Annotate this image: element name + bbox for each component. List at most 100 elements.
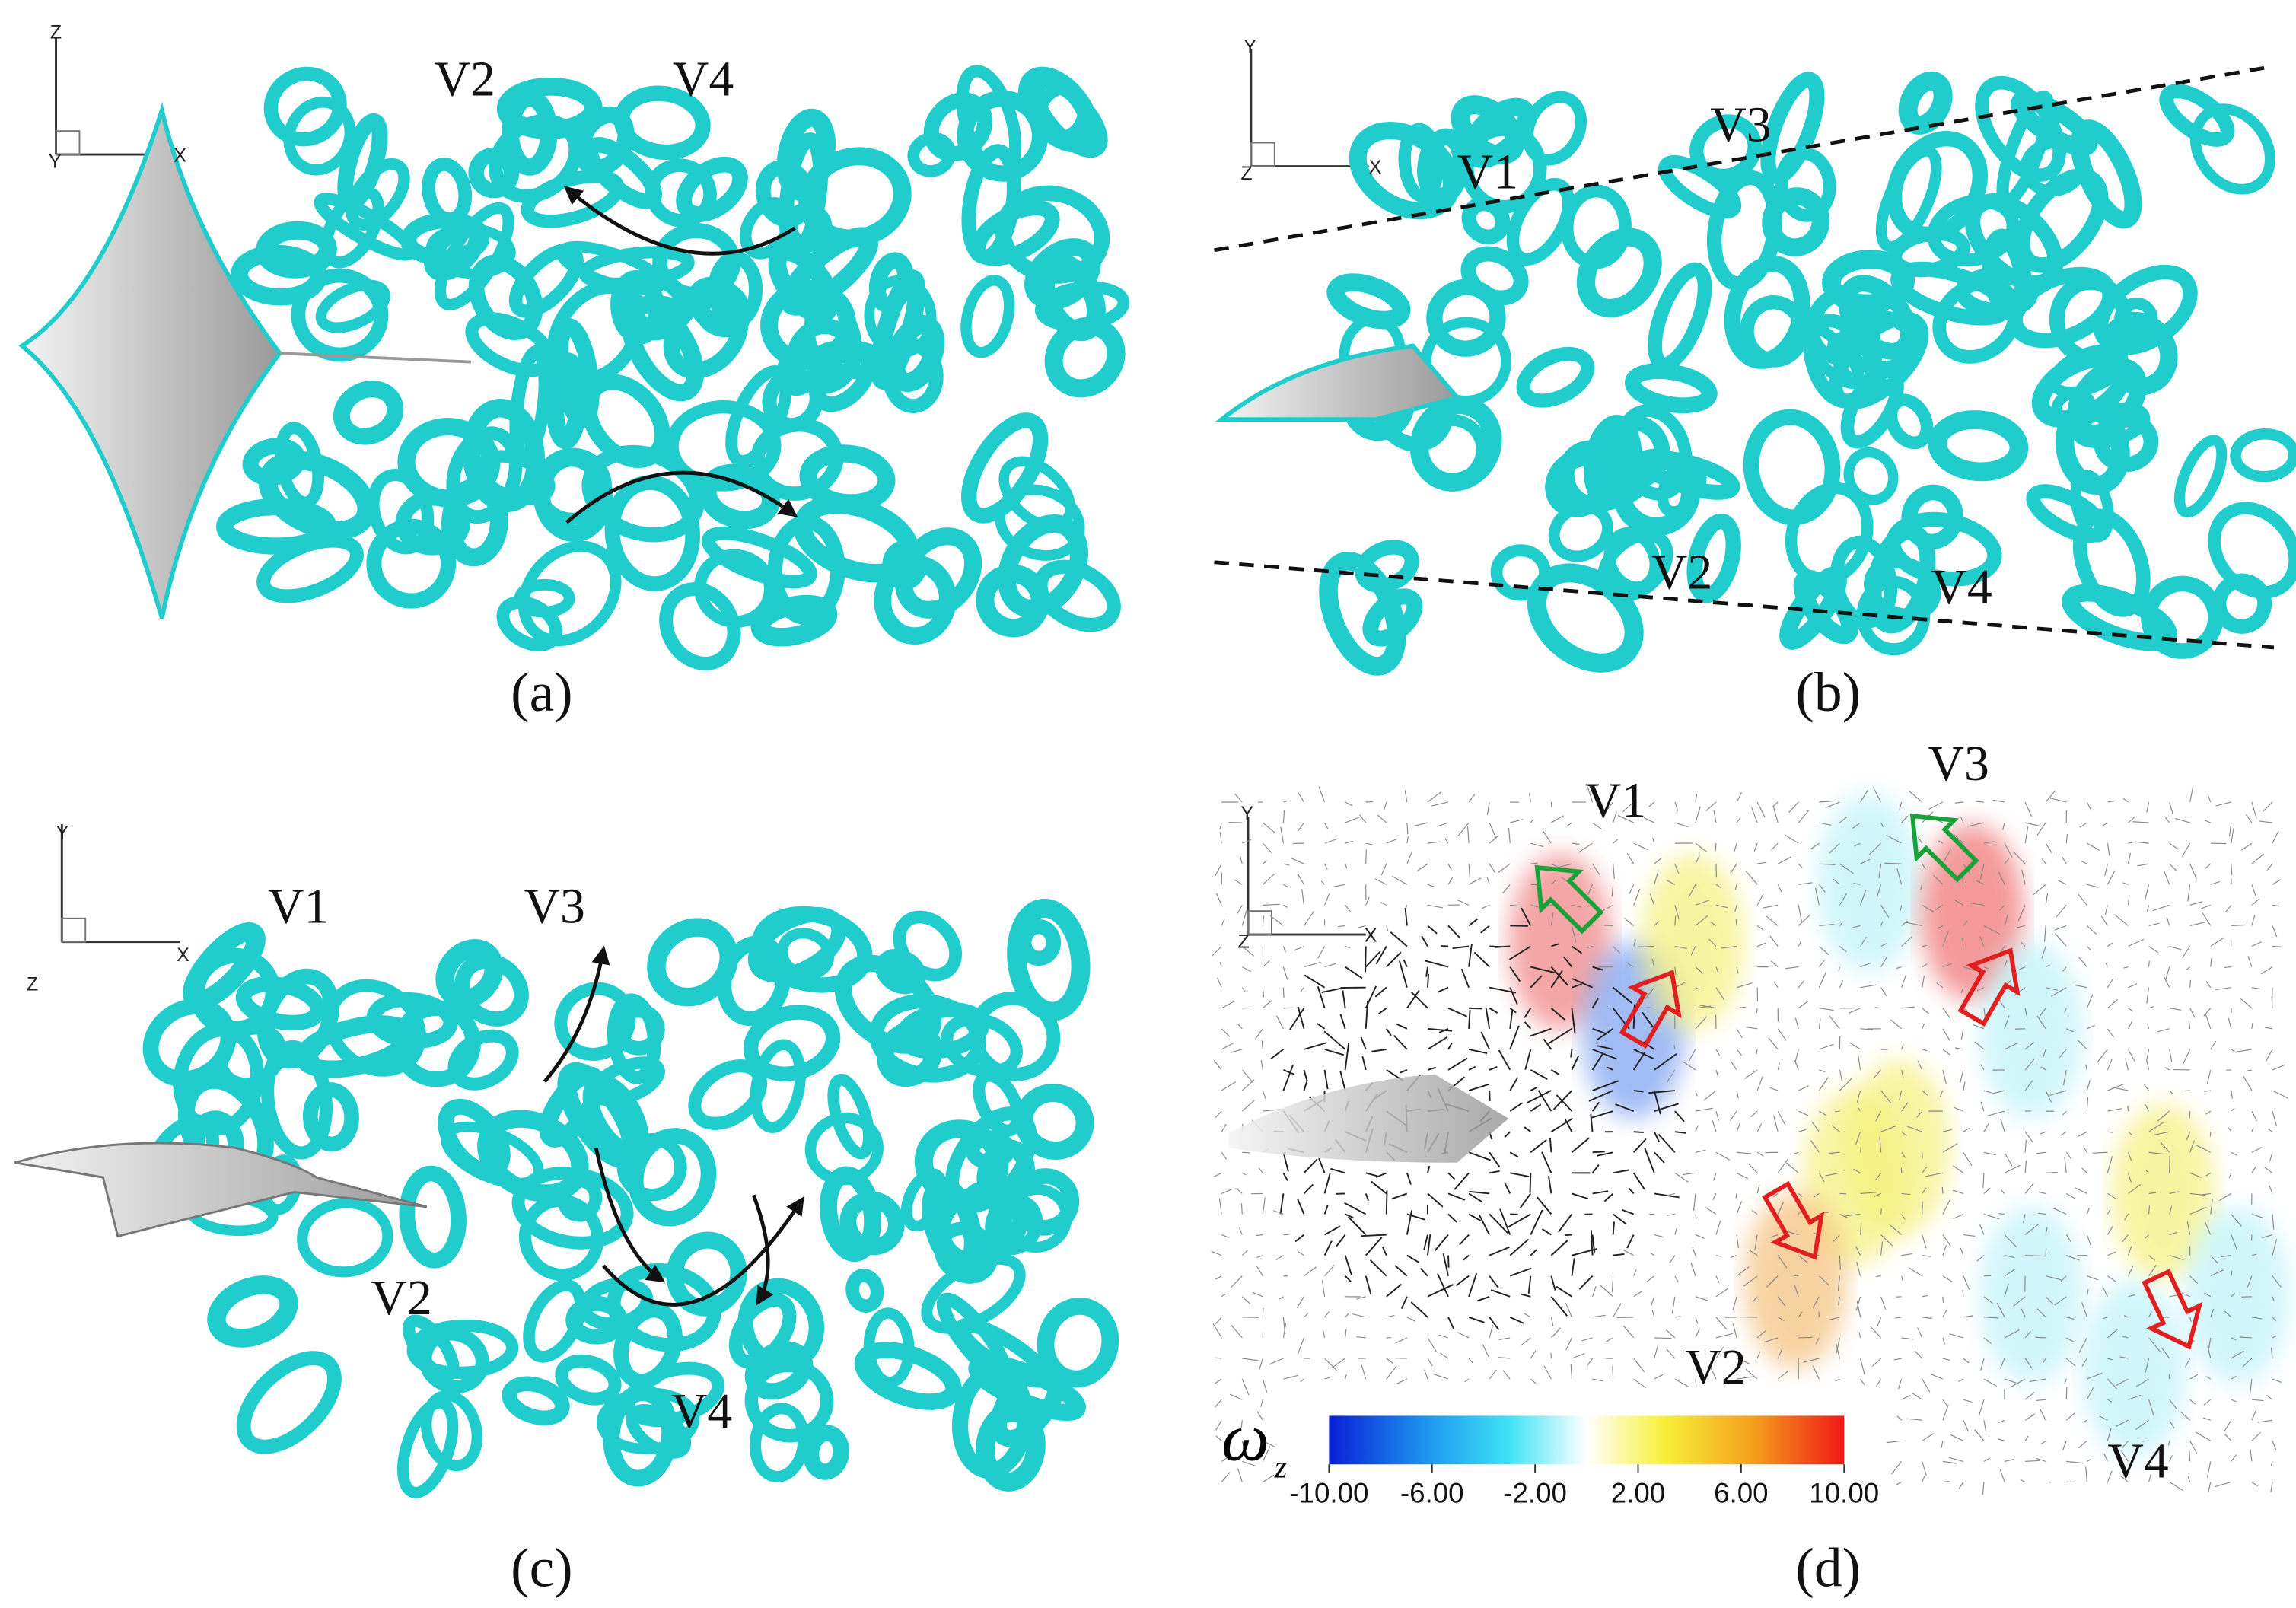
velocity-vector [1860,962,1871,968]
velocity-vector [2105,962,2108,967]
velocity-vector [1550,1327,1562,1339]
velocity-vector [2021,869,2026,885]
velocity-vector [2000,1358,2005,1369]
velocity-vector [1617,814,1634,823]
velocity-vector [1571,1008,1576,1033]
velocity-vector [1777,1202,1785,1215]
velocity-vector [1810,1140,1820,1153]
velocity-vector [1543,1365,1552,1380]
velocity-vector [1549,1138,1552,1153]
velocity-vector [1710,922,1717,926]
velocity-vector [2024,1183,2034,1194]
velocity-vector [2236,1049,2253,1052]
velocity-vector [2066,1255,2080,1261]
vorticity-patch [1817,794,1921,972]
velocity-vector [2205,1013,2212,1029]
velocity-vector [2251,941,2262,947]
velocity-vector [2087,1372,2103,1380]
velocity-vector [2045,1227,2048,1235]
velocity-vector [1901,975,1906,988]
velocity-vector [1654,921,1660,926]
velocity-vector [2224,966,2231,969]
velocity-vector [2145,1169,2149,1173]
velocity-vector [1393,1034,1408,1050]
velocity-vector [1365,950,1381,968]
rotation-arrow [563,186,796,256]
velocity-vector [1212,1323,1222,1339]
velocity-vector [1524,1126,1531,1132]
velocity-vector [1715,904,1728,909]
velocity-vector [1406,851,1413,864]
velocity-vector [1756,1076,1763,1091]
vortex-ring [573,106,635,177]
vortex-ring [183,922,266,1011]
velocity-vector [1654,1053,1677,1071]
velocity-vector [1674,945,1687,950]
velocity-vector [1447,1192,1466,1201]
velocity-vector [1361,1364,1367,1380]
vortex-label: V1 [1585,772,1646,828]
vortex-ring [420,1390,483,1472]
vortex-ring [951,1364,1033,1479]
velocity-vector [1613,811,1617,823]
velocity-vector [1879,1136,1882,1153]
velocity-vector [2251,1166,2256,1173]
envelope [1214,64,2275,253]
velocity-vector [2251,1023,2253,1029]
velocity-vector [1550,1117,1574,1133]
velocity-vector [2240,1336,2252,1339]
velocity-vector [1983,841,1995,844]
velocity-vector [1998,871,2005,885]
velocity-vector [1860,1192,1877,1194]
vortex-ring [1576,228,1662,317]
velocity-vector [1509,1009,1514,1029]
velocity-vector [1263,1474,1275,1482]
velocity-vector [2041,1440,2046,1444]
velocity-vector [1734,884,1737,890]
vortex-ring [854,1342,962,1410]
velocity-vector [1901,936,1912,947]
velocity-vector [2107,843,2110,856]
velocity-vector [1872,787,1882,803]
velocity-vector [2081,1358,2087,1367]
velocity-vector [1578,842,1593,853]
velocity-vector [1406,1317,1416,1322]
velocity-vector [1358,814,1367,823]
velocity-vector [2107,1399,2113,1403]
velocity-vector [1976,801,1985,803]
velocity-vector [1262,873,1275,885]
velocity-vector [1241,1250,1248,1256]
velocity-vector [1715,843,1717,852]
velocity-vector [2231,1293,2236,1298]
velocity-vector [1592,1027,1607,1035]
velocity-vector [1901,1214,1906,1220]
velocity-vector [1375,1172,1387,1178]
velocity-vector [1628,1187,1635,1195]
flow-arrow [1619,970,1682,1049]
velocity-vector [1215,1419,1222,1431]
velocity-vector [1832,1234,1840,1243]
velocity-vector [1667,1192,1675,1196]
velocity-vector [1297,1199,1305,1215]
velocity-vector [1622,801,1635,813]
velocity-vector [1240,1203,1243,1215]
velocity-vector [1578,1275,1594,1290]
velocity-vector [1423,1234,1428,1250]
velocity-vector [2228,1127,2232,1132]
velocity-vector [1960,1028,1964,1040]
velocity-vector [2189,1111,2191,1119]
vortex-ring [314,193,418,261]
velocity-vector [1633,1269,1637,1276]
velocity-vector [2231,1107,2235,1112]
velocity-vector [1798,980,1805,989]
velocity-vector [1966,822,1985,827]
velocity-vector [1588,1090,1614,1102]
velocity-vector [1874,1172,1882,1181]
velocity-vector [1489,1066,1498,1071]
velocity-vector [2195,1431,2212,1441]
velocity-vector [2206,1461,2212,1478]
velocity-vector [2099,1415,2108,1421]
velocity-vector [1592,1314,1606,1318]
velocity-vector [2045,842,2053,854]
velocity-vector [1571,1055,1580,1071]
